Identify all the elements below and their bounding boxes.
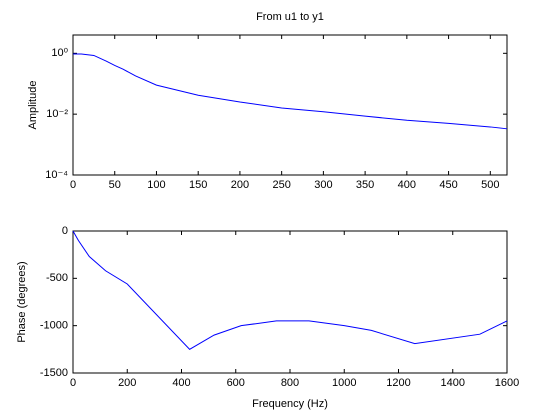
x-tick-label: 1200 [386,377,410,389]
x-tick-label: 400 [172,377,190,389]
y-tick-label: -500 [46,272,68,284]
y-tick-label: -1000 [40,320,68,332]
x-tick-label: 150 [189,179,207,191]
x-tick-label: 50 [109,179,121,191]
x-tick-label: 250 [272,179,290,191]
x-tick-label: 300 [314,179,332,191]
y-tick-label: 10⁻⁴ [45,169,68,181]
y-tick-label: 0 [62,225,68,237]
x-tick-label: 500 [481,179,499,191]
x-tick-label: 400 [398,179,416,191]
axes [72,230,508,374]
y-tick-label: 10⁻² [46,108,68,120]
x-tick-label: 600 [227,377,245,389]
chart-title: From u1 to y1 [256,11,324,23]
x-tick-label: 350 [356,179,374,191]
axes [72,34,508,176]
x-tick-label: 0 [70,377,76,389]
x-tick-label: 0 [70,179,76,191]
y-axis-label: Phase (degrees) [16,261,28,342]
x-tick-label: 450 [439,179,457,191]
y-axis-label: Amplitude [27,81,39,130]
line [73,53,508,130]
y-tick-label: 10⁰ [51,47,68,59]
x-tick-label: 1000 [332,377,356,389]
line [72,230,508,350]
x-tick-label: 1400 [441,377,465,389]
x-tick-label: 200 [231,179,249,191]
x-tick-label: 200 [118,377,136,389]
x-tick-label: 800 [281,377,299,389]
x-tick-label: 1600 [495,377,519,389]
x-axis-label: Frequency (Hz) [252,398,328,410]
y-tick-label: -1500 [40,367,68,379]
x-tick-label: 100 [147,179,165,191]
